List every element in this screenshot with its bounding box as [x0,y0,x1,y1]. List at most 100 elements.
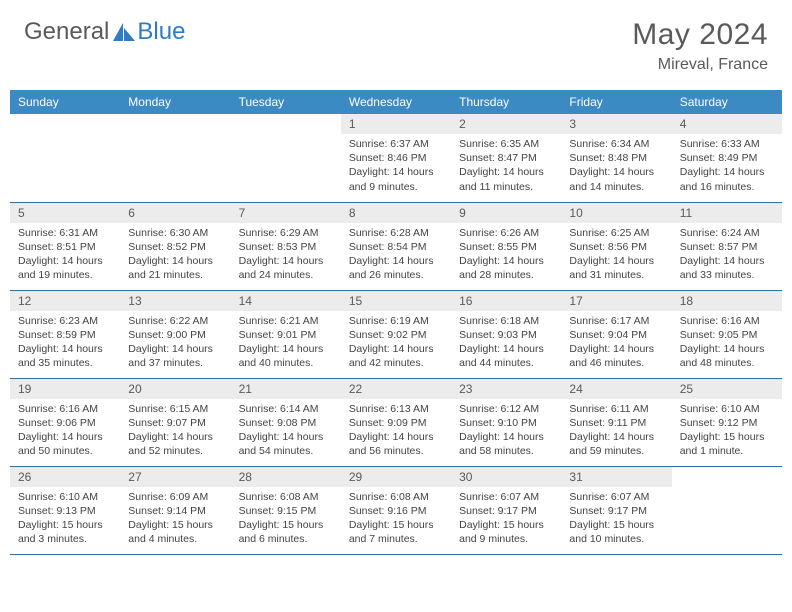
day-number [10,114,120,134]
day-sunset: Sunset: 8:54 PM [349,240,443,254]
weekday-header: Wednesday [341,90,451,114]
day-details: Sunrise: 6:07 AMSunset: 9:17 PMDaylight:… [451,487,561,551]
day-sunset: Sunset: 8:59 PM [18,328,112,342]
day-sunrise: Sunrise: 6:07 AM [459,490,553,504]
day-number: 1 [341,114,451,134]
brand-text-blue: Blue [137,18,185,46]
brand-sail-icon [113,23,135,41]
calendar-cell: 23Sunrise: 6:12 AMSunset: 9:10 PMDayligh… [451,378,561,466]
weekday-header: Sunday [10,90,120,114]
day-sunrise: Sunrise: 6:19 AM [349,314,443,328]
calendar-week-row: 1Sunrise: 6:37 AMSunset: 8:46 PMDaylight… [10,114,782,202]
day-daylight2: and 50 minutes. [18,444,112,458]
day-daylight2: and 54 minutes. [239,444,333,458]
day-sunset: Sunset: 8:56 PM [569,240,663,254]
day-sunset: Sunset: 8:57 PM [680,240,774,254]
day-number [120,114,230,134]
page-header: General Blue May 2024 Mireval, France [0,0,792,82]
day-number: 4 [672,114,782,134]
day-daylight2: and 28 minutes. [459,268,553,282]
day-sunrise: Sunrise: 6:28 AM [349,226,443,240]
day-sunset: Sunset: 9:05 PM [680,328,774,342]
day-details [10,134,120,141]
day-number: 6 [120,203,230,223]
day-sunrise: Sunrise: 6:24 AM [680,226,774,240]
day-sunset: Sunset: 9:01 PM [239,328,333,342]
day-details: Sunrise: 6:10 AMSunset: 9:13 PMDaylight:… [10,487,120,551]
day-details: Sunrise: 6:28 AMSunset: 8:54 PMDaylight:… [341,223,451,287]
day-daylight2: and 42 minutes. [349,356,443,370]
day-number: 11 [672,203,782,223]
day-daylight1: Daylight: 14 hours [459,430,553,444]
day-sunset: Sunset: 9:08 PM [239,416,333,430]
day-daylight1: Daylight: 15 hours [680,430,774,444]
day-sunset: Sunset: 9:14 PM [128,504,222,518]
day-daylight1: Daylight: 14 hours [680,165,774,179]
day-sunrise: Sunrise: 6:08 AM [349,490,443,504]
day-details: Sunrise: 6:10 AMSunset: 9:12 PMDaylight:… [672,399,782,463]
day-daylight1: Daylight: 14 hours [239,430,333,444]
day-sunrise: Sunrise: 6:16 AM [18,402,112,416]
day-daylight1: Daylight: 14 hours [128,430,222,444]
day-number: 12 [10,291,120,311]
weekday-header: Thursday [451,90,561,114]
day-sunrise: Sunrise: 6:10 AM [680,402,774,416]
day-sunset: Sunset: 9:17 PM [569,504,663,518]
day-sunrise: Sunrise: 6:26 AM [459,226,553,240]
day-sunset: Sunset: 9:15 PM [239,504,333,518]
day-daylight2: and 9 minutes. [459,532,553,546]
day-sunrise: Sunrise: 6:35 AM [459,137,553,151]
day-sunset: Sunset: 9:06 PM [18,416,112,430]
day-daylight2: and 59 minutes. [569,444,663,458]
day-sunrise: Sunrise: 6:31 AM [18,226,112,240]
day-sunrise: Sunrise: 6:08 AM [239,490,333,504]
day-sunrise: Sunrise: 6:14 AM [239,402,333,416]
day-daylight1: Daylight: 14 hours [459,165,553,179]
calendar-cell: 31Sunrise: 6:07 AMSunset: 9:17 PMDayligh… [561,466,671,554]
day-daylight1: Daylight: 14 hours [18,254,112,268]
day-daylight1: Daylight: 14 hours [569,430,663,444]
calendar-week-row: 5Sunrise: 6:31 AMSunset: 8:51 PMDaylight… [10,202,782,290]
day-sunrise: Sunrise: 6:33 AM [680,137,774,151]
day-daylight1: Daylight: 15 hours [459,518,553,532]
day-sunrise: Sunrise: 6:34 AM [569,137,663,151]
day-daylight2: and 11 minutes. [459,180,553,194]
day-number: 24 [561,379,671,399]
day-sunset: Sunset: 9:04 PM [569,328,663,342]
day-sunrise: Sunrise: 6:17 AM [569,314,663,328]
day-details: Sunrise: 6:29 AMSunset: 8:53 PMDaylight:… [231,223,341,287]
weekday-header: Friday [561,90,671,114]
day-daylight1: Daylight: 14 hours [569,254,663,268]
day-number: 13 [120,291,230,311]
day-daylight1: Daylight: 14 hours [680,342,774,356]
day-number: 18 [672,291,782,311]
day-daylight2: and 48 minutes. [680,356,774,370]
day-details: Sunrise: 6:21 AMSunset: 9:01 PMDaylight:… [231,311,341,375]
day-daylight1: Daylight: 14 hours [349,430,443,444]
calendar-week-row: 12Sunrise: 6:23 AMSunset: 8:59 PMDayligh… [10,290,782,378]
day-details [672,487,782,494]
calendar-cell: 20Sunrise: 6:15 AMSunset: 9:07 PMDayligh… [120,378,230,466]
day-details: Sunrise: 6:25 AMSunset: 8:56 PMDaylight:… [561,223,671,287]
calendar-cell: 3Sunrise: 6:34 AMSunset: 8:48 PMDaylight… [561,114,671,202]
day-details: Sunrise: 6:08 AMSunset: 9:15 PMDaylight:… [231,487,341,551]
day-number: 2 [451,114,561,134]
day-details: Sunrise: 6:34 AMSunset: 8:48 PMDaylight:… [561,134,671,198]
day-daylight2: and 4 minutes. [128,532,222,546]
day-number: 7 [231,203,341,223]
day-details: Sunrise: 6:08 AMSunset: 9:16 PMDaylight:… [341,487,451,551]
calendar-table: SundayMondayTuesdayWednesdayThursdayFrid… [10,90,782,555]
calendar-cell [120,114,230,202]
day-sunset: Sunset: 8:48 PM [569,151,663,165]
calendar-cell: 15Sunrise: 6:19 AMSunset: 9:02 PMDayligh… [341,290,451,378]
day-details: Sunrise: 6:09 AMSunset: 9:14 PMDaylight:… [120,487,230,551]
day-details: Sunrise: 6:35 AMSunset: 8:47 PMDaylight:… [451,134,561,198]
day-daylight1: Daylight: 14 hours [128,254,222,268]
day-number [231,114,341,134]
calendar-cell: 28Sunrise: 6:08 AMSunset: 9:15 PMDayligh… [231,466,341,554]
day-details: Sunrise: 6:16 AMSunset: 9:06 PMDaylight:… [10,399,120,463]
day-daylight2: and 40 minutes. [239,356,333,370]
day-daylight1: Daylight: 14 hours [349,342,443,356]
calendar-cell: 9Sunrise: 6:26 AMSunset: 8:55 PMDaylight… [451,202,561,290]
day-daylight2: and 26 minutes. [349,268,443,282]
